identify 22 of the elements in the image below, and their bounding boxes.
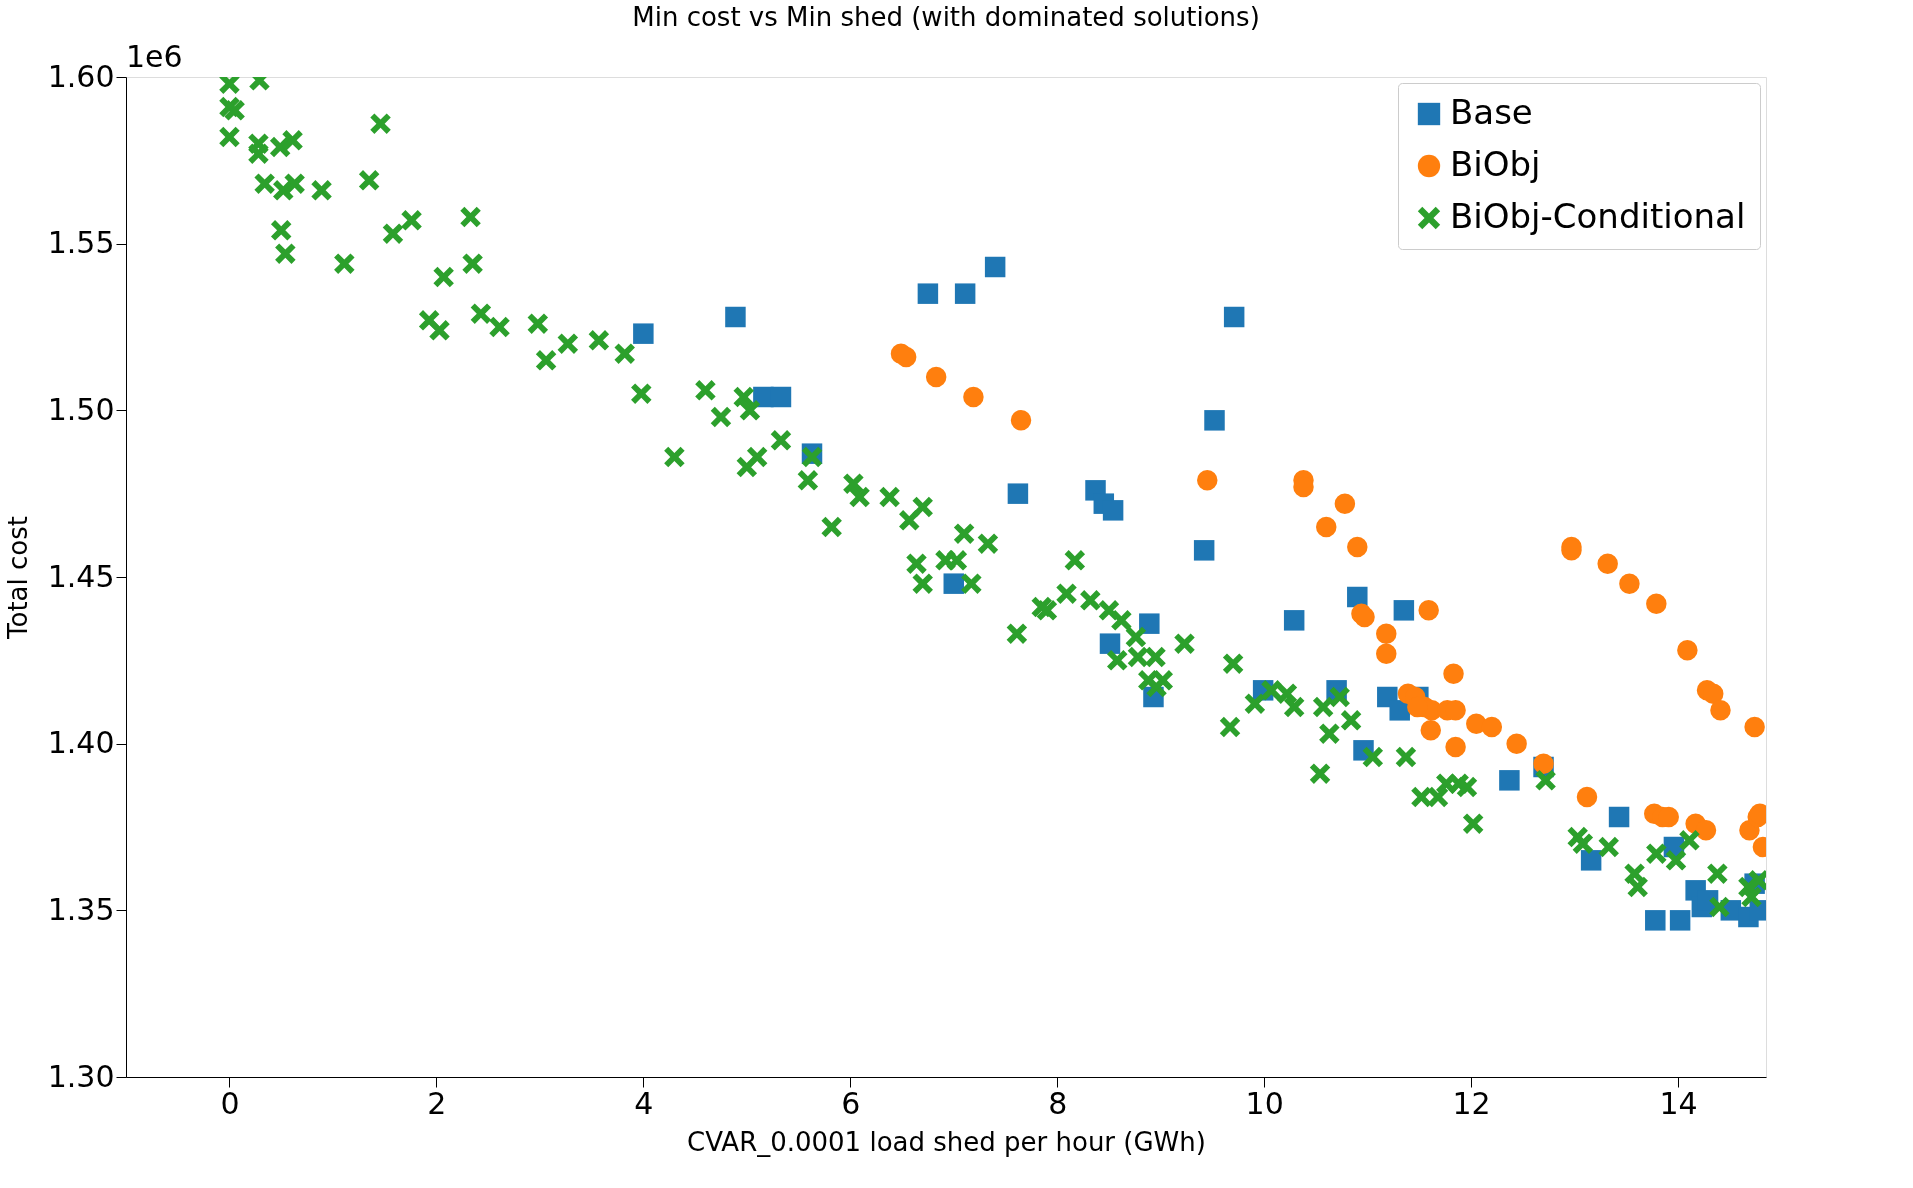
text: 1e6: [126, 39, 183, 74]
x-tick-label: 2: [427, 1085, 447, 1121]
y-tick-label: 1.50: [47, 391, 115, 427]
x-tick-label: 8: [1048, 1085, 1068, 1121]
legend-label: Base: [1450, 92, 1533, 132]
y-axis-title: Total cost: [2, 516, 33, 640]
x-tick-label: 4: [634, 1085, 654, 1121]
x-tick-label: 0: [220, 1085, 240, 1121]
legend-label: BiObj: [1450, 144, 1541, 184]
legend-label: BiObj-Conditional: [1450, 196, 1746, 236]
y-tick-label: 1.30: [47, 1058, 115, 1094]
x-tick-label: 6: [841, 1085, 861, 1121]
x-tick-label: 12: [1452, 1085, 1491, 1121]
y-tick-label: 1.55: [47, 225, 115, 261]
y-tick-label: 1.40: [47, 725, 115, 761]
chart-title: Min cost vs Min shed (with dominated solutions): [632, 2, 1260, 32]
x-tick-label: 10: [1245, 1085, 1284, 1121]
y-tick-label: 1.45: [47, 558, 115, 594]
x-axis-title: CVAR_0.0001 load shed per hour (GWh): [687, 1126, 1206, 1157]
y-tick-label: 1.60: [47, 58, 115, 94]
y-tick-label: 1.35: [47, 891, 115, 927]
x-tick-label: 14: [1659, 1085, 1698, 1121]
